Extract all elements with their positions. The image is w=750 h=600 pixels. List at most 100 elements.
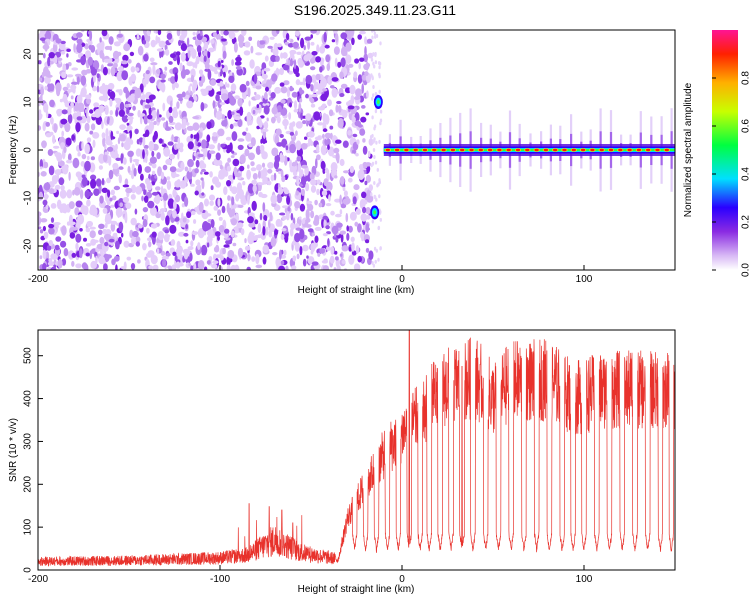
spectrogram-noise-cell: [325, 225, 330, 230]
spectrogram-noise-cell: [93, 102, 100, 108]
spectrogram-noise-cell: [158, 138, 163, 144]
spectrogram-noise-cell: [372, 85, 375, 89]
spectrogram-noise-cell: [375, 140, 378, 145]
spectrogram-y-tick-label: -20: [23, 238, 34, 253]
spectrogram-noise-cell: [340, 233, 344, 243]
spectrogram-noise-cell: [182, 118, 187, 124]
spectrogram-noise-cell: [227, 110, 233, 120]
spectrogram-noise-cell: [53, 222, 61, 226]
spectrogram-noise-cell: [142, 219, 148, 228]
spectrogram-noise-cell: [350, 236, 355, 242]
spectrogram-noise-cell: [102, 207, 108, 214]
spectrogram-noise-cell: [379, 41, 382, 46]
spectrogram-noise-cell: [186, 37, 190, 46]
spectrogram-noise-cell: [361, 74, 367, 81]
spectrogram-noise-cell: [207, 229, 214, 237]
spectrogram-noise-cell: [61, 71, 67, 79]
spectrogram-noise-cell: [59, 189, 67, 199]
spectrogram-noise-cell: [376, 167, 379, 172]
spectrogram-noise-cell: [179, 40, 185, 44]
spectrogram-noise-cell: [217, 142, 221, 151]
spectrogram-noise-cell: [343, 170, 350, 174]
spectrogram-noise-cell: [192, 79, 198, 90]
spectrogram-noise-cell: [77, 152, 81, 157]
spectrogram-noise-cell: [253, 73, 258, 85]
spectrogram-noise-cell: [303, 44, 306, 51]
spectrogram-noise-cell: [237, 118, 243, 128]
spectrogram-noise-cell: [174, 122, 182, 131]
spectrogram-noise-cell: [296, 253, 300, 260]
spectrogram-noise-cell: [87, 56, 93, 66]
spectrogram-noise-cell: [89, 226, 96, 230]
spectrogram-noise-cell: [285, 265, 289, 270]
spectrogram-noise-cell: [367, 150, 371, 158]
spectrogram-noise-cell: [131, 236, 136, 245]
snr-y-tick-label: 100: [23, 518, 34, 535]
spectrogram-noise-cell: [318, 106, 326, 111]
spectrogram-noise-cell: [193, 94, 197, 100]
spectrogram-noise-cell: [44, 76, 51, 84]
spectrogram-noise-cell: [322, 215, 329, 221]
spectrogram-noise-cell: [147, 200, 155, 209]
spectrogram-noise-cell: [176, 55, 180, 66]
spectrogram-noise-cell: [371, 30, 374, 33]
spectrogram-noise-cell: [334, 198, 341, 203]
spectrogram-noise-cell: [328, 194, 331, 202]
spectrogram-noise-cell: [223, 71, 226, 78]
spectrogram-noise-cell: [294, 241, 300, 252]
spectrogram-noise-cell: [276, 43, 283, 48]
spectrogram-noise-cell: [247, 183, 255, 194]
spectrogram-noise-cell: [365, 112, 370, 116]
spectrogram-noise-cell: [373, 64, 376, 69]
spectrogram-noise-cell: [296, 51, 302, 55]
spectrogram-noise-cell: [61, 225, 67, 236]
spectrogram-noise-cell: [281, 175, 286, 183]
spectrogram-noise-cell: [289, 102, 292, 108]
spectrogram-noise-cell: [130, 217, 137, 226]
spectrogram-noise-cell: [337, 61, 342, 68]
spectrogram-noise-cell: [322, 133, 325, 139]
spectrogram-noise-cell: [95, 255, 98, 264]
spectrogram-noise-cell: [43, 182, 51, 191]
spectrogram-noise-cell: [234, 95, 240, 100]
spectrogram-noise-cell: [218, 225, 225, 233]
spectrogram-noise-cell: [104, 241, 109, 247]
spectrogram-noise-cell: [332, 30, 338, 34]
spectrogram-noise-cell: [179, 254, 183, 265]
spectrogram-noise-cell: [285, 33, 290, 41]
spectrogram-noise-cell: [110, 189, 116, 196]
spectrogram-noise-cell: [365, 162, 372, 167]
spectrogram-noise-cell: [322, 233, 328, 237]
spectrogram-noise-cell: [370, 192, 373, 197]
spectrogram-noise-cell: [179, 147, 184, 153]
spectrogram-noise-cell: [281, 138, 288, 148]
spectrogram-noise-cell: [368, 184, 373, 192]
spectrogram-noise-cell: [158, 81, 165, 91]
spectrogram-noise-cell: [40, 171, 47, 177]
spectrogram-noise-cell: [153, 120, 157, 126]
spectrogram-noise-cell: [66, 108, 72, 115]
spectrogram-noise-cell: [270, 92, 276, 99]
spectrogram-noise-cell: [172, 209, 177, 219]
spectrogram-noise-cell: [316, 144, 320, 153]
spectrogram-noise-cell: [48, 240, 53, 246]
spectrogram-noise-cell: [157, 166, 162, 177]
spectrogram-noise-cell: [98, 95, 106, 101]
spectrogram-noise-cell: [146, 227, 150, 234]
spectrogram-noise-cell: [270, 54, 277, 63]
spectrogram-noise-cell: [292, 255, 297, 262]
spectrogram-noise-cell: [99, 37, 102, 43]
spectrogram-noise-cell: [204, 198, 209, 207]
spectrogram-noise-cell: [262, 226, 266, 236]
spectrogram-noise-cell: [326, 63, 331, 71]
spectrogram-noise-cell: [179, 34, 185, 41]
spectrogram-noise-cell: [150, 62, 158, 66]
snr-x-tick-label: 0: [399, 574, 405, 585]
spectrogram-noise-cell: [180, 161, 185, 171]
spectrogram-noise-cell: [176, 143, 181, 149]
spectrogram-noise-cell: [110, 66, 116, 77]
spectrogram-noise-cell: [66, 189, 73, 199]
spectrogram-noise-cell: [189, 252, 193, 262]
spectrogram-noise-cell: [302, 258, 307, 267]
spectrogram-noise-cell: [90, 66, 97, 76]
